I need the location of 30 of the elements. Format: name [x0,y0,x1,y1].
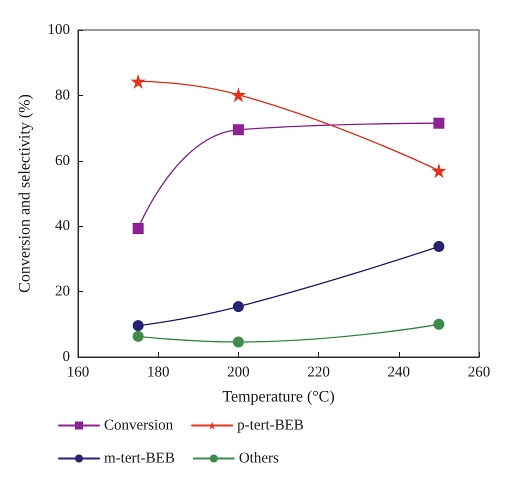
point [130,74,146,89]
x-tick-label: 180 [146,364,170,380]
point [230,87,246,102]
y-tick-label: 20 [55,284,70,300]
point [433,118,444,129]
point [431,163,446,178]
x-tick-label: 200 [227,364,250,380]
y-tick-label: 100 [48,22,70,38]
point [232,336,244,348]
point [132,320,144,332]
x-tick-label: 160 [66,364,90,380]
y-tick-label: 80 [55,87,70,104]
point [232,124,244,136]
x-tick-label: 220 [307,364,330,380]
point [433,240,444,252]
y-axis-title: Conversion and selectivity (%) [16,94,34,293]
legend-label: m-tert-BEB [104,450,175,466]
legend-label: p-tert-BEB [237,418,304,434]
legend-label: Conversion [104,418,174,434]
legend-label: Others [238,450,279,466]
x-tick-label: 240 [388,364,410,380]
x-axis-title: Temperature (°C) [222,388,335,406]
x-tick-label: 260 [468,364,490,380]
point [132,222,144,234]
point [132,330,144,342]
y-tick-label: 40 [55,218,70,234]
point [232,301,244,312]
point [433,318,444,330]
y-tick-label: 0 [62,349,70,365]
y-tick-label: 60 [55,152,70,169]
